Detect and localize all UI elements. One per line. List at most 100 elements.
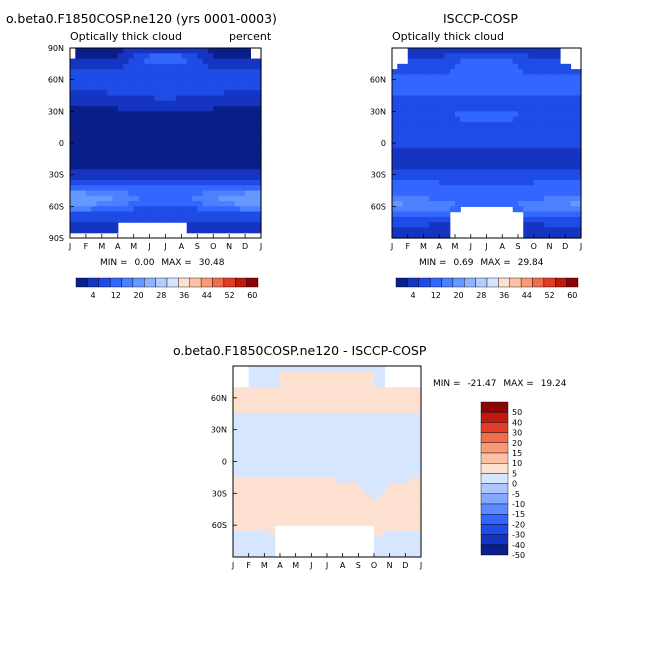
panel1-cell [91,153,98,160]
panel1-cell [128,164,135,170]
panel3-cell [353,482,359,489]
panel2-cell [570,116,577,123]
panel2-cell [528,148,535,155]
panel3-cell [311,498,318,505]
panel2-cell [560,206,566,213]
panel1-cell [91,111,98,118]
panel1-cell [160,206,167,213]
panel1-cell [170,74,177,81]
panel1-cell [85,90,92,97]
panel1-cell [218,79,225,86]
panel2-cell [455,164,461,170]
panel2-cell [481,116,488,123]
panel3-cell [353,419,359,425]
panel3-cell [306,461,312,468]
panel1-ytick-label: 30S [49,171,64,180]
panel1-cell [117,185,124,192]
panel1-cell [70,190,76,197]
panel1-cell [128,143,135,149]
panel2-cell [392,90,398,97]
panel2-cell [565,143,572,149]
panel1-cell [138,111,145,118]
panel3-cell [243,413,250,420]
panel2-xtick-label: J [579,242,582,251]
panel3-cell [379,466,386,473]
panel1-cell [176,48,183,54]
panel2-cell [539,195,545,202]
panel3-cell [374,525,380,532]
panel2-cell [397,137,404,144]
panel3-cell [285,472,292,479]
panel1-cell [85,201,92,207]
panel2-cell [507,69,514,75]
panel3-cell [295,429,302,436]
panel1-cell [202,69,209,75]
panel1-cell [75,143,82,149]
panel1-cell [207,58,214,65]
panel1-cell [144,48,151,54]
panel1-cell [138,216,145,223]
panel1-cell [160,169,167,176]
panel1-cell [144,79,151,86]
panel2-cell [544,121,551,128]
panel2-cell [418,84,425,91]
panel1-cell [154,190,161,197]
panel2-cell [497,58,503,65]
panel2-cell [397,100,404,107]
panel1-cell [101,169,108,176]
panel3-ytick-label: 0 [222,458,227,467]
panel1-cell [255,211,262,218]
panel1-cell [207,132,214,139]
panel3-cell [389,498,396,505]
panel1-cell [176,58,183,65]
panel2-cell [512,164,519,170]
panel1-cell [85,95,92,102]
panel2-cell [449,127,456,134]
panel3-cell [264,509,271,516]
panel2-cell [439,121,446,128]
panel1-cell [160,132,167,139]
panel3-cell [332,366,339,372]
panel3-cell [358,397,365,404]
panel1-cell [149,143,156,149]
panel3-cell [379,503,386,510]
panel3-cell [269,541,276,547]
panel2-cell [481,169,488,176]
panel2-cell [402,79,409,86]
panel3-cell [253,482,260,489]
panel3-cell [358,477,365,484]
panel1-cell [223,116,230,123]
panel1-cell [138,195,145,202]
panel2-cell [523,100,530,107]
panel3-cell [379,419,386,425]
panel1-cell [128,169,135,176]
panel2-cell [392,84,398,91]
panel2-cell [507,164,514,170]
panel3-cell [233,461,239,468]
panel2-cell [507,179,514,186]
panel3-cell [316,445,323,452]
panel3-cell [259,371,265,378]
panel2-cell [397,185,404,192]
panel3-cell [321,397,328,404]
panel1-cell [250,90,257,97]
panel1-cell [245,137,251,144]
panel2-cell [423,100,430,107]
panel2-cell [518,132,524,139]
panel2-colorbar-box [498,277,510,288]
panel1-cell [117,153,124,160]
panel2-cell [528,232,535,239]
panel1-cell [170,148,177,155]
panel1-cell [70,111,76,118]
panel1-cell [229,206,236,213]
panel1-cell [181,211,188,218]
panel2-cell [413,201,419,207]
panel2-cell [402,84,409,91]
panel3-cell [306,450,312,457]
panel1-cell [149,79,156,86]
panel1-cell [186,79,193,86]
panel2-cell [423,74,430,81]
panel1-cell [101,222,108,229]
panel2-cell [528,164,535,170]
panel3-cell [274,408,281,415]
